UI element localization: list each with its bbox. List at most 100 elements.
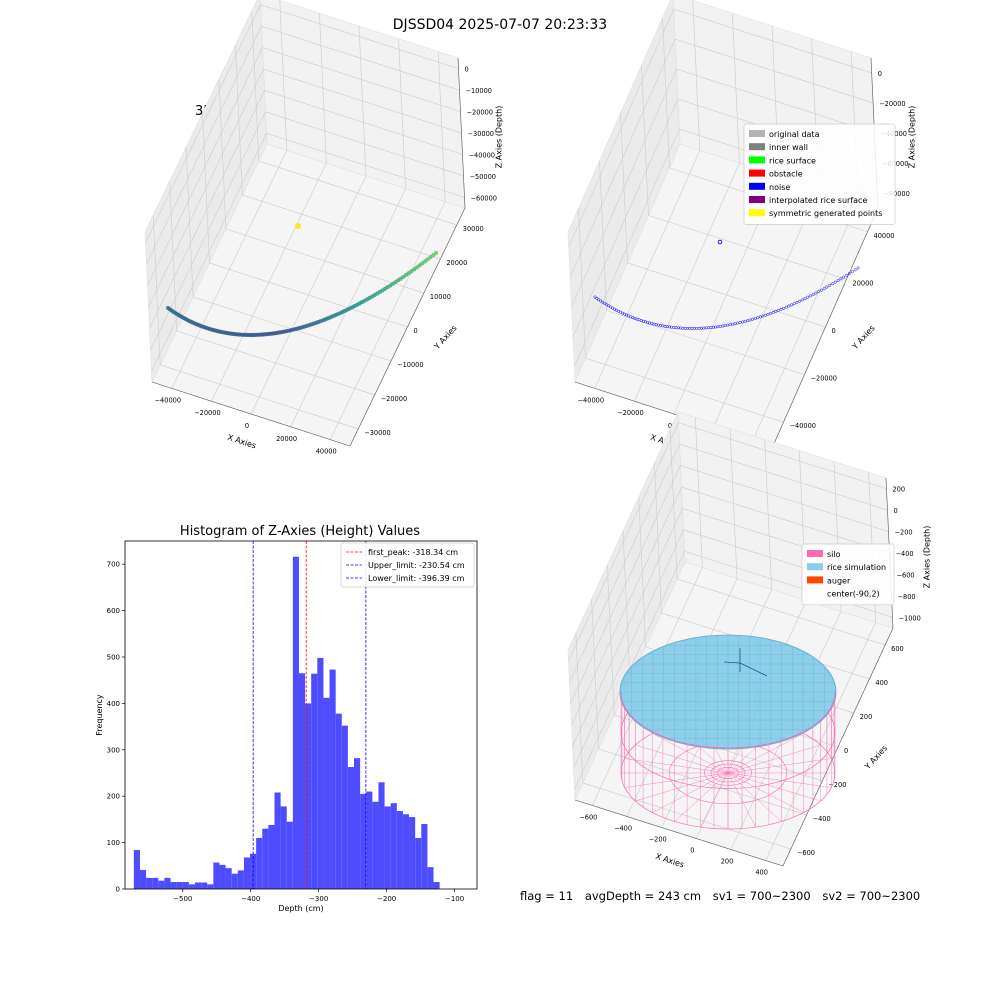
legend-swatch	[749, 143, 765, 151]
legend-swatch	[807, 550, 823, 557]
noise-point	[771, 310, 775, 314]
legend-swatch	[749, 196, 765, 203]
legend-frame	[340, 542, 475, 588]
legend-frame	[801, 543, 895, 606]
histogram-bar	[231, 873, 238, 889]
histogram-bar	[305, 703, 312, 889]
silo-floor-spoke	[624, 758, 729, 774]
silo-floor-spoke	[727, 733, 804, 774]
noise-point	[842, 275, 846, 279]
noise-point	[828, 283, 832, 287]
noise-point	[839, 277, 843, 281]
histogram-bar	[292, 556, 299, 889]
silo-floor-spoke	[624, 772, 729, 788]
auger-arm	[739, 662, 768, 677]
noise-point	[593, 295, 597, 299]
noise-point	[769, 311, 773, 315]
x-gridline	[730, 461, 842, 850]
histogram-bar	[133, 850, 140, 889]
silo-floor-spoke	[727, 772, 832, 788]
y-tick-label: 0	[116, 886, 120, 894]
y-tick-label: 10000	[430, 293, 451, 301]
silo-top-rim	[620, 691, 836, 749]
plot2-3d-axes: −40000−2000002000040000−40000−2000002000…	[567, 0, 917, 456]
plot1-3d-axes: −40000 −20000 0 20000 40000 −30000 −20000 −1000…	[144, 0, 504, 456]
histogram-bar	[139, 869, 147, 889]
histogram-bar	[366, 791, 373, 889]
y-gridline	[620, 112, 826, 328]
x-tick-label: −600	[579, 814, 597, 822]
outlier-point	[295, 223, 301, 229]
x-tick-label: 40000	[316, 448, 337, 456]
y-tick-label: 200	[860, 713, 873, 721]
histogram-bar	[402, 814, 410, 889]
z-gridline	[569, 38, 874, 278]
histogram-bar	[335, 713, 342, 889]
z-tick-label: −600	[897, 571, 915, 579]
y-gridline	[606, 564, 823, 782]
noise-point	[741, 320, 745, 324]
x-gridline	[171, 0, 288, 389]
noise-point	[795, 300, 799, 304]
z-tick-label: −20000	[879, 100, 906, 108]
legend-frame	[743, 123, 896, 225]
histogram-bar	[194, 882, 202, 889]
z-tick-label: 0	[894, 507, 898, 515]
histogram-bar	[372, 801, 379, 889]
histogram-bar	[427, 867, 434, 889]
histogram-bar	[384, 806, 391, 889]
y-gridline	[575, 632, 791, 850]
histogram-bar	[433, 882, 440, 889]
y-tick-label: 0	[832, 327, 836, 335]
silo-floor-spoke	[652, 733, 729, 774]
noise-point	[751, 317, 755, 321]
z-tick-label: −40000	[469, 151, 496, 159]
z-tick-label: −10000	[466, 87, 493, 95]
y-gridline	[169, 180, 375, 396]
x-tick-label: −40000	[155, 396, 182, 404]
histogram-bar	[396, 811, 403, 889]
histogram-bar	[201, 882, 208, 889]
y-tick-label: −30000	[364, 429, 391, 437]
histogram-bar	[329, 669, 336, 889]
y-tick-label: 700	[107, 561, 120, 569]
silo-floor-spoke	[674, 772, 729, 822]
histogram-bar	[225, 868, 232, 889]
y-tick-label: −40000	[790, 422, 817, 430]
silo-floor-spoke	[727, 744, 821, 774]
y-gridline	[235, 44, 441, 260]
histogram-axes: −500 −400 −300 −200 −100 0 100 200 300 400 500 600 7…	[95, 540, 478, 913]
silo-floor-spoke	[727, 772, 756, 828]
noise-point	[847, 272, 851, 275]
y-axis-line	[782, 627, 894, 867]
legend-swatch	[749, 182, 765, 190]
histogram-bar	[421, 824, 428, 889]
x-axis-label: Depth (cm)	[278, 904, 323, 913]
z-tick-label: 200	[893, 486, 906, 494]
footer-status: flag = 11 avgDepth = 243 cm sv1 = 700~23…	[520, 889, 928, 903]
x-tick-label: 400	[755, 869, 768, 877]
figure-title: DJSSD04 2025-07-07 20:23:33	[392, 17, 608, 33]
y-tick-label: 100	[107, 839, 120, 847]
legend-label: first_peak: -318.34 cm	[368, 548, 458, 557]
y-gridline	[641, 65, 847, 280]
noise-point	[766, 312, 770, 316]
noise-point	[825, 285, 829, 289]
x-tick-label: −300	[309, 895, 328, 903]
noise-point	[833, 280, 837, 284]
z-axis-line	[457, 57, 466, 209]
noise-point	[798, 299, 802, 303]
z-tick-label: −400	[896, 550, 914, 558]
x-gridline	[661, 439, 773, 828]
noise-point	[806, 295, 810, 299]
z-gridline	[148, 68, 462, 308]
noise-point	[808, 294, 812, 298]
noise-point	[822, 287, 826, 291]
legend-label: Lower_limit: -396.39 cm	[368, 574, 465, 583]
y-tick-label: −20000	[381, 395, 408, 403]
legend-label: symmetric generated points	[769, 209, 882, 218]
y-tick-label: −20000	[811, 375, 838, 383]
x-tick-label: 200	[721, 858, 734, 866]
x-gridline	[634, 13, 740, 402]
